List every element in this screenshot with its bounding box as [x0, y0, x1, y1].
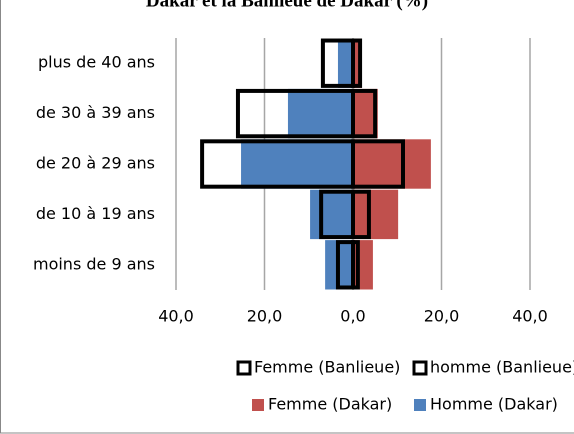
bar: [337, 38, 353, 88]
legend-label: Femme (Dakar): [268, 395, 392, 414]
bar: [319, 189, 356, 240]
y-tick-label: de 10 à 19 ans: [36, 204, 155, 223]
legend-swatch: [236, 360, 252, 376]
legend-label: Homme (Dakar): [430, 395, 558, 414]
x-tick-label: 40,0: [512, 307, 548, 326]
legend-swatch: [252, 399, 264, 411]
bar: [353, 38, 362, 88]
chart-title: Dakar et la Banlieue de Dakar (%): [146, 0, 428, 11]
x-tick-label: 20,0: [247, 307, 283, 326]
y-tick-label: plus de 40 ans: [38, 53, 155, 72]
bar: [335, 240, 355, 290]
bar: [353, 139, 431, 189]
y-tick-label: moins de 9 ans: [33, 254, 155, 273]
y-tick-label: de 20 à 29 ans: [36, 154, 155, 173]
bar: [241, 139, 353, 189]
legend-swatch: [412, 360, 428, 376]
y-tick-label: de 30 à 39 ans: [36, 103, 155, 122]
bar: [320, 38, 356, 88]
legend-label: homme (Banlieue): [430, 358, 574, 377]
bar: [235, 88, 355, 139]
bar: [310, 189, 353, 240]
x-tick-label: 40,0: [158, 307, 194, 326]
bar: [287, 88, 353, 139]
legend-swatch: [414, 399, 426, 411]
x-tick-label: 0,0: [340, 307, 365, 326]
x-tick-label: 20,0: [424, 307, 460, 326]
bar: [200, 139, 355, 189]
bar: [353, 189, 399, 240]
legend-label: Femme (Banlieue): [254, 358, 400, 377]
